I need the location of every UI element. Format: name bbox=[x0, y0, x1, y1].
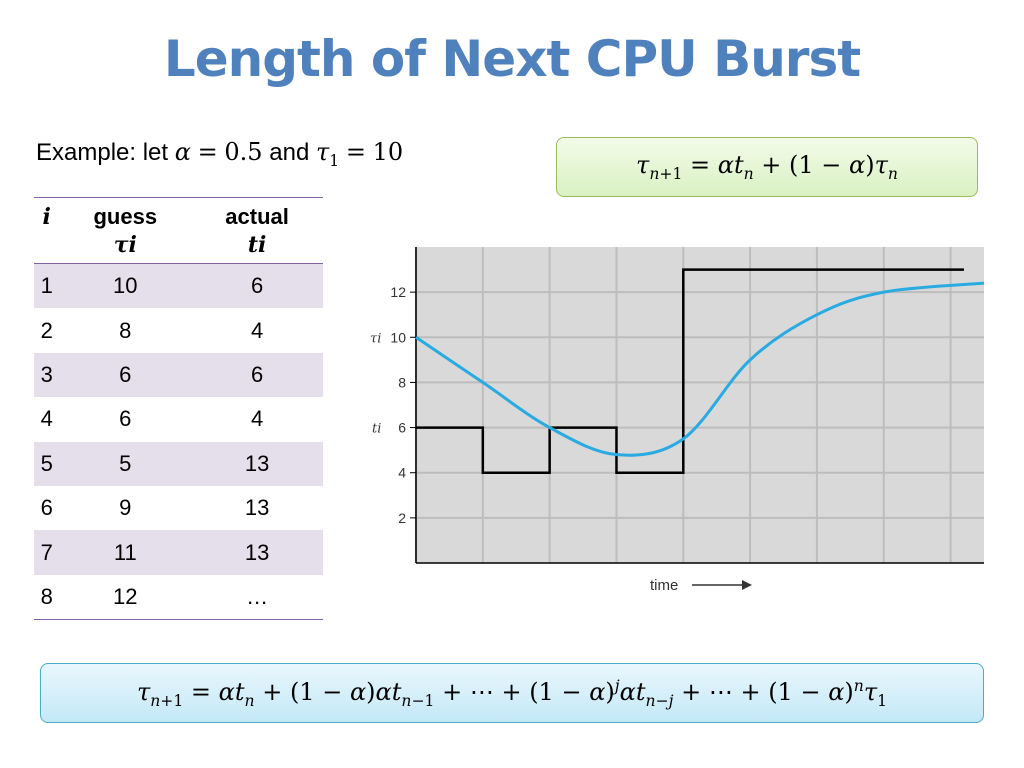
y-tick-label: 6 bbox=[398, 420, 406, 436]
table-row: 8 12… bbox=[34, 574, 323, 621]
header-guess: guess τi bbox=[59, 197, 192, 264]
table-row: 1 10 6 bbox=[34, 263, 323, 309]
tau-value: 10 bbox=[372, 138, 404, 166]
intro-and: and bbox=[262, 139, 316, 166]
table-row: 6 9 13 bbox=[40, 495, 270, 521]
actual-burst-line bbox=[416, 268, 964, 474]
y-tick-label: 12 bbox=[390, 284, 406, 300]
predicted-burst-curve bbox=[415, 281, 985, 457]
y-tick-label: 10 bbox=[390, 329, 406, 345]
y-tick-label: 8 bbox=[398, 374, 406, 390]
table-row: 7 11 13 bbox=[34, 530, 323, 575]
expanded-formula: τn+1 = αtn + (1 − α)αtn−1 + ⋯ + (1 − α)j… bbox=[40, 663, 984, 723]
plot-background bbox=[416, 247, 984, 563]
header-actual: actual ti bbox=[191, 197, 323, 264]
y-tick-label: 2 bbox=[398, 510, 406, 526]
burst-chart: 2 4 6 8 10 12 τi ti time bbox=[370, 247, 985, 594]
slide-title: Length of Next CPU Burst bbox=[163, 30, 861, 88]
y-label-tau: τi bbox=[370, 331, 381, 346]
prediction-formula: τn+1 = αtn + (1 − α)τn bbox=[556, 137, 978, 197]
header-i: i bbox=[34, 197, 60, 264]
intro-prefix: Example: let bbox=[36, 139, 175, 166]
alpha-value: 0.5 bbox=[224, 138, 263, 166]
y-tick-label: 4 bbox=[398, 465, 406, 481]
x-axis-label: time bbox=[650, 577, 678, 594]
example-text: Example: let α = 0.5 and τ1 = 10 bbox=[36, 138, 404, 170]
table-row: 5 5 13 bbox=[34, 441, 323, 486]
arrow-head-icon bbox=[742, 580, 752, 590]
y-label-t: ti bbox=[372, 422, 381, 437]
